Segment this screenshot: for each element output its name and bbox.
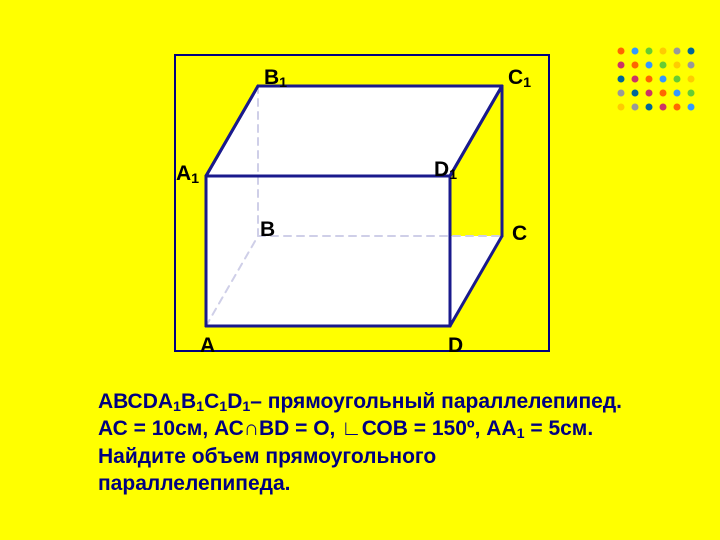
parallelepiped-diagram <box>0 0 720 380</box>
vertex-label-C1: C1 <box>508 66 531 90</box>
line1: АВСDA1B1C1D1– прямоугольный параллелепип… <box>98 390 622 413</box>
t: АВСDA <box>98 390 173 413</box>
vertex-label-A1: A1 <box>176 162 199 186</box>
t: C <box>204 390 219 413</box>
t: АС = 10см, АС∩ВD = О, ∟СОВ = 150º, АА <box>98 417 517 440</box>
vertex-label-A: A <box>200 334 215 358</box>
line4: параллелепипеда. <box>98 472 291 495</box>
line2: АС = 10см, АС∩ВD = О, ∟СОВ = 150º, АА1 =… <box>98 417 593 440</box>
s: 1 <box>173 399 181 415</box>
t: – прямоугольный параллелепипед. <box>250 390 622 413</box>
t: = 5см. <box>525 417 594 440</box>
problem-text: АВСDA1B1C1D1– прямоугольный параллелепип… <box>98 388 638 497</box>
vertex-label-C: C <box>512 222 527 246</box>
vertex-label-B1: B1 <box>264 66 287 90</box>
s: 1 <box>517 426 525 442</box>
line3: Найдите объем прямоугольного <box>98 445 436 468</box>
vertex-label-D1: D1 <box>434 158 457 182</box>
t: D <box>227 390 242 413</box>
s: 1 <box>242 399 250 415</box>
vertex-label-D: D <box>448 334 463 358</box>
s: 1 <box>196 399 204 415</box>
slide: ABCDA1B1C1D1 АВСDA1B1C1D1– прямоугольный… <box>0 0 720 540</box>
t: B <box>181 390 196 413</box>
s: 1 <box>219 399 227 415</box>
vertex-label-B: B <box>260 218 275 242</box>
